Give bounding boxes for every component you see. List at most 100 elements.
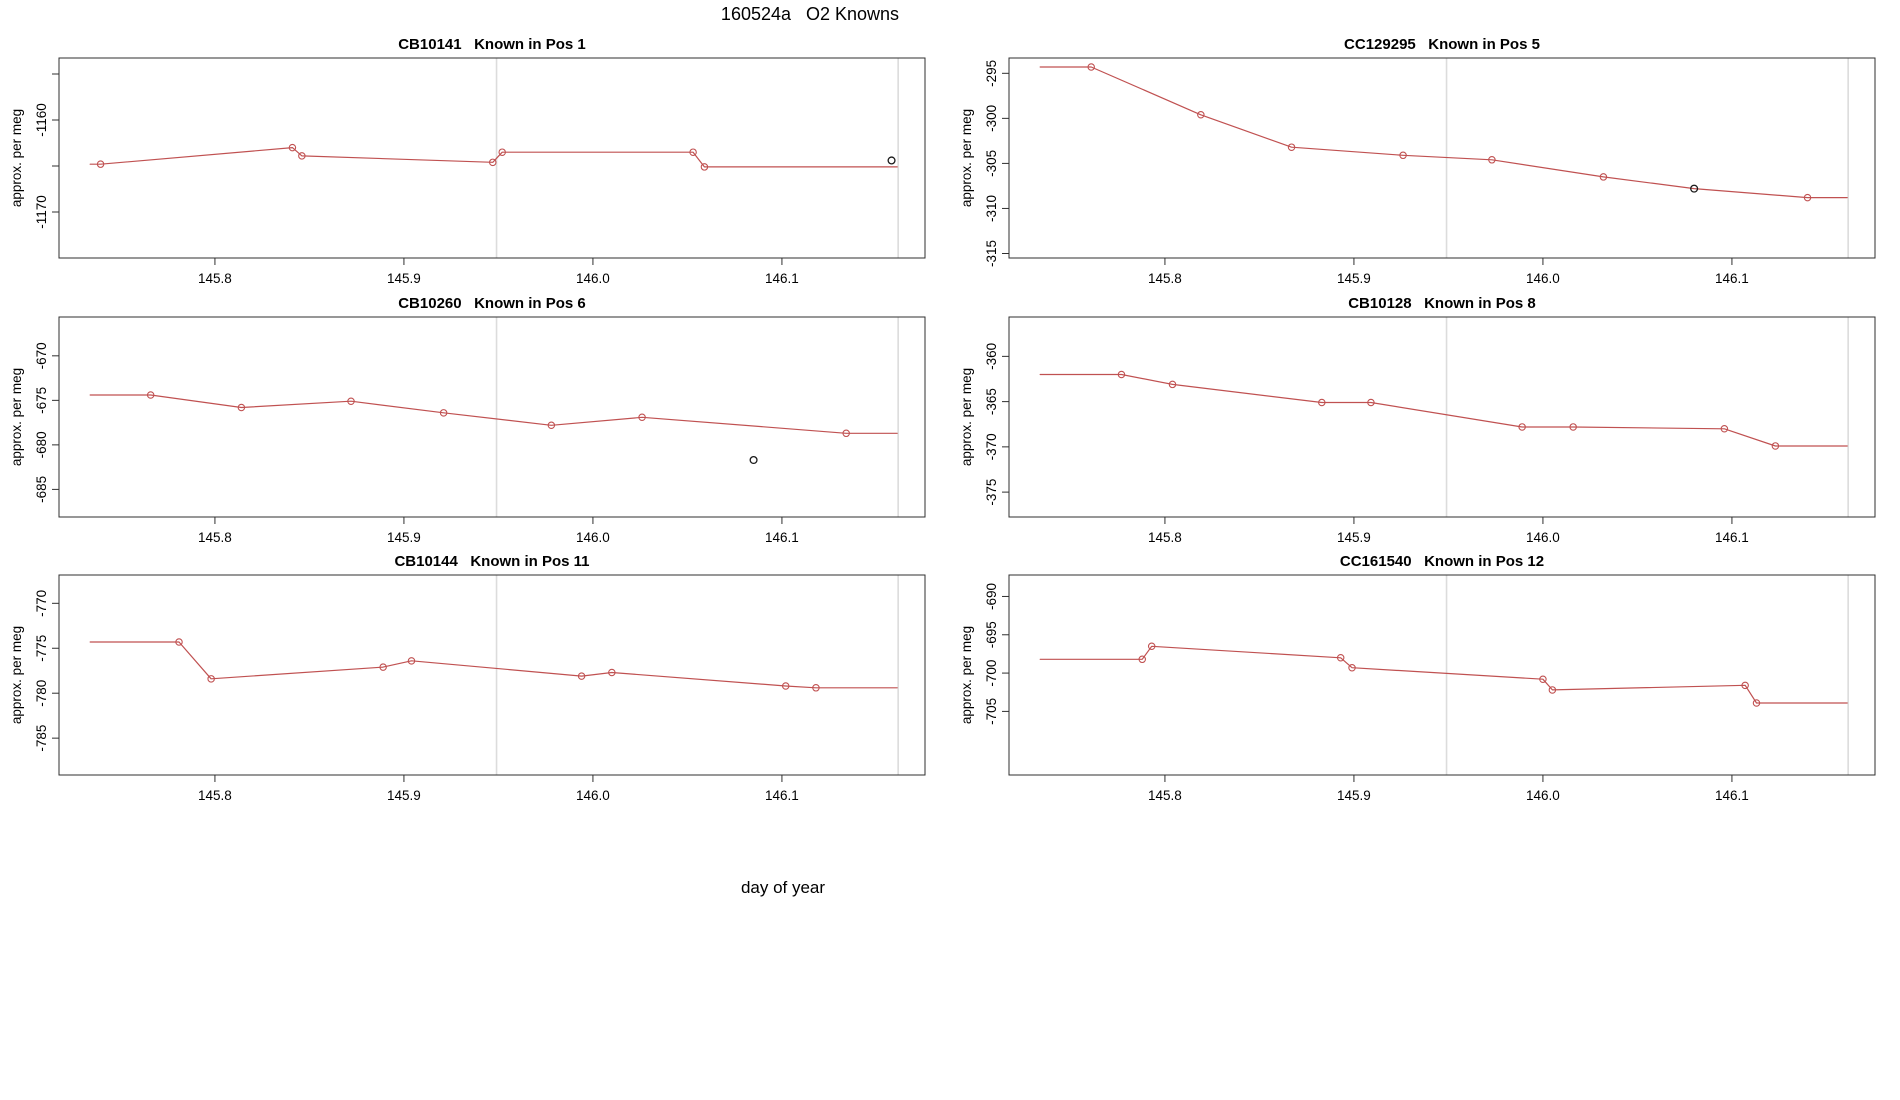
x-tick-label: 145.8 bbox=[198, 788, 232, 803]
x-tick-label: 146.1 bbox=[1715, 530, 1749, 545]
data-point bbox=[96, 160, 105, 168]
data-point bbox=[439, 409, 448, 417]
panel-CB10128: 145.8 145.9 146.0 146.1 -360 -365 -370 -375 appr… bbox=[959, 295, 1876, 545]
y-tick-label: -360 bbox=[984, 343, 999, 370]
y-tick-label: -365 bbox=[984, 388, 999, 415]
data-point bbox=[1569, 423, 1577, 431]
x-tick-label: 145.9 bbox=[1337, 530, 1371, 545]
data-point bbox=[1752, 699, 1761, 707]
plot-box bbox=[1008, 316, 1876, 518]
data-point bbox=[1318, 398, 1326, 407]
data-point bbox=[1771, 442, 1780, 450]
data-point bbox=[498, 148, 506, 156]
panel-title: CB10141 Known in Pos 1 bbox=[398, 36, 586, 53]
x-tick-label: 145.9 bbox=[1337, 271, 1371, 286]
y-tick-label: -775 bbox=[34, 635, 49, 662]
data-point bbox=[1138, 655, 1146, 664]
plot-box bbox=[1008, 574, 1876, 776]
data-point bbox=[1548, 686, 1557, 694]
data-point bbox=[175, 638, 183, 646]
data-point bbox=[1367, 398, 1375, 407]
data-point bbox=[1399, 151, 1407, 160]
panel-title: CB10128 Known in Pos 8 bbox=[1348, 295, 1536, 312]
panel-CB10141: 145.8 145.9 146.0 146.1 -1160 -1170 approx. pe… bbox=[9, 36, 926, 286]
data-line bbox=[89, 641, 898, 689]
y-tick-label: -300 bbox=[984, 105, 999, 132]
x-tick-label: 146.1 bbox=[1715, 271, 1749, 286]
data-point bbox=[1488, 156, 1496, 164]
data-point bbox=[489, 158, 497, 167]
y-tick-label: -690 bbox=[984, 583, 999, 610]
data-point bbox=[1087, 63, 1095, 71]
data-point bbox=[689, 148, 697, 156]
data-point bbox=[1348, 663, 1356, 672]
data-point bbox=[1518, 423, 1526, 431]
x-tick-label: 146.1 bbox=[765, 788, 799, 803]
plot-box bbox=[58, 574, 926, 776]
panel-CB10260: 145.8 145.9 146.0 146.1 -670 -675 -680 -685 appr… bbox=[9, 295, 926, 545]
outlier-point bbox=[749, 455, 758, 465]
y-tick-label: -705 bbox=[984, 698, 999, 725]
panel-CB10144: 145.8 145.9 146.0 146.1 -770 -775 -780 -785 appr… bbox=[9, 553, 926, 803]
x-tick-label: 146.0 bbox=[576, 788, 610, 803]
plot-box bbox=[58, 57, 926, 259]
data-point bbox=[1720, 425, 1729, 433]
x-tick-label: 146.0 bbox=[576, 271, 610, 286]
outlier-point bbox=[887, 156, 896, 165]
x-tick-label: 146.0 bbox=[1526, 271, 1560, 286]
panel-title: CB10260 Known in Pos 6 bbox=[398, 295, 586, 312]
x-tick-label: 145.8 bbox=[198, 271, 232, 286]
data-point-black bbox=[1690, 184, 1699, 193]
x-tick-label: 145.9 bbox=[387, 788, 421, 803]
panel-CC129295: 145.8 145.9 146.0 146.1 -295 -300 -305 -310 -315… bbox=[959, 36, 1876, 286]
x-tick-label: 146.0 bbox=[1526, 530, 1560, 545]
x-tick-label: 145.9 bbox=[387, 530, 421, 545]
data-line bbox=[89, 147, 898, 168]
x-tick-label: 145.8 bbox=[198, 530, 232, 545]
x-tick-label: 145.8 bbox=[1148, 530, 1182, 545]
plot-box bbox=[1008, 57, 1876, 259]
data-point bbox=[781, 682, 790, 690]
data-point bbox=[146, 391, 155, 399]
data-point bbox=[812, 684, 820, 692]
data-point bbox=[842, 429, 850, 438]
y-axis-title: approx. per meg bbox=[9, 626, 24, 724]
data-point bbox=[1147, 642, 1156, 651]
data-point bbox=[638, 413, 646, 422]
data-line bbox=[89, 394, 898, 434]
panel-title: CC129295 Known in Pos 5 bbox=[1344, 36, 1540, 53]
data-point bbox=[1287, 143, 1296, 151]
x-tick-label: 146.1 bbox=[765, 271, 799, 286]
plot-box bbox=[58, 316, 926, 518]
y-tick-label: -770 bbox=[34, 590, 49, 617]
y-tick-label: -1160 bbox=[34, 103, 49, 137]
y-axis-title: approx. per meg bbox=[959, 368, 974, 466]
data-point bbox=[1117, 370, 1126, 379]
data-point bbox=[379, 663, 387, 671]
y-axis-title: approx. per meg bbox=[9, 368, 24, 466]
y-tick-label: -375 bbox=[984, 479, 999, 506]
data-point bbox=[1741, 681, 1749, 690]
data-line bbox=[1039, 373, 1848, 447]
data-point bbox=[288, 143, 297, 152]
x-tick-label: 145.9 bbox=[1337, 788, 1371, 803]
data-point bbox=[1539, 675, 1547, 683]
y-tick-label: -315 bbox=[984, 240, 999, 267]
data-line bbox=[1039, 645, 1848, 704]
data-point bbox=[1336, 654, 1345, 662]
y-tick-label: -780 bbox=[34, 680, 49, 707]
y-axis-title: approx. per meg bbox=[9, 109, 24, 207]
x-tick-label: 145.8 bbox=[1148, 271, 1182, 286]
y-tick-label: -305 bbox=[984, 150, 999, 177]
y-tick-label: -295 bbox=[984, 60, 999, 87]
panel-CC161540: 145.8 145.9 146.0 146.1 -690 -695 -700 -705 appr… bbox=[959, 553, 1876, 803]
panel-title: CC161540 Known in Pos 12 bbox=[1340, 553, 1544, 570]
data-point bbox=[207, 675, 215, 683]
data-point bbox=[700, 163, 709, 171]
panel-title: CB10144 Known in Pos 11 bbox=[394, 553, 589, 570]
data-point bbox=[1599, 173, 1608, 181]
x-tick-label: 145.9 bbox=[387, 271, 421, 286]
data-point bbox=[298, 152, 306, 160]
